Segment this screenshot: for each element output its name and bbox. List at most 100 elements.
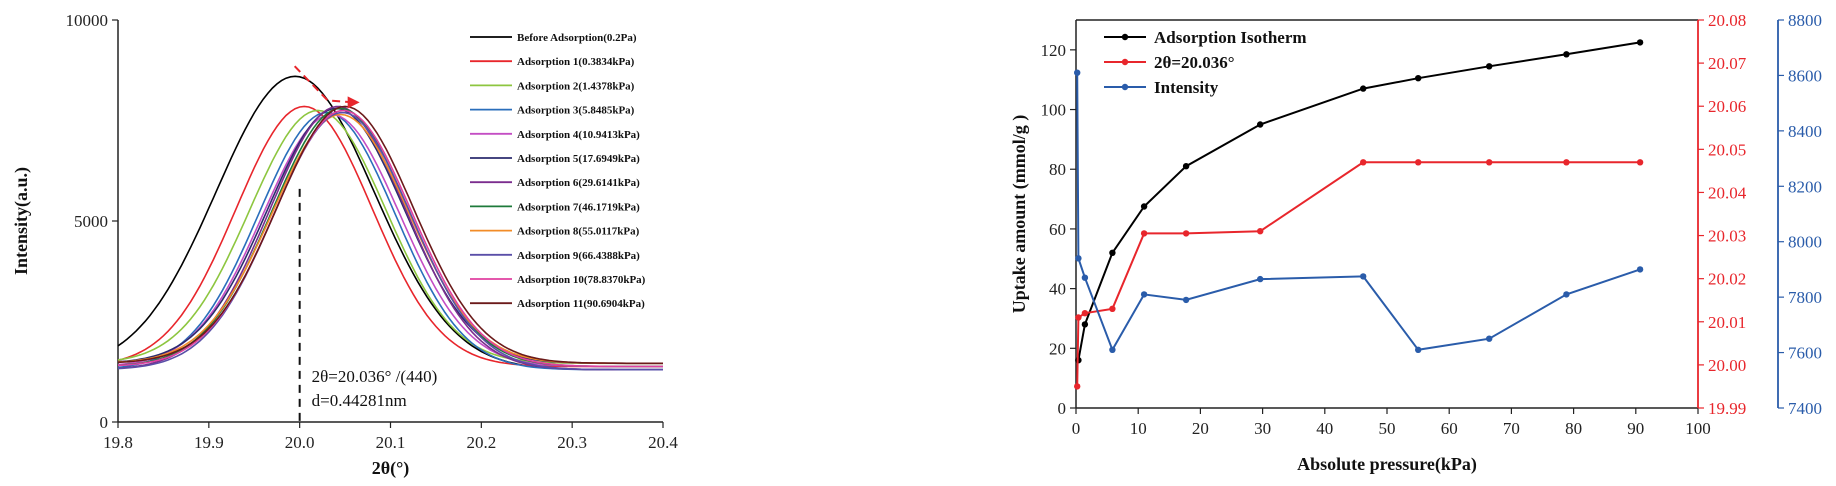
legend-label: Adsorption 10(78.8370kPa) [517, 274, 646, 286]
data-point-left [1109, 249, 1116, 256]
data-point-right1 [1140, 230, 1148, 237]
x-axis-title: Absolute pressure(kPa) [1297, 454, 1477, 475]
data-point-right2 [1257, 275, 1264, 283]
right-y-tick-label-red: 20.03 [1708, 227, 1746, 246]
data-point-left [1563, 51, 1570, 58]
data-point-right2 [1081, 274, 1089, 281]
data-point-left [1140, 203, 1148, 210]
data-point-right1 [1257, 228, 1264, 235]
x-tick-label: 20.0 [285, 433, 315, 452]
right-y-tick-label-blue: 7600 [1788, 344, 1822, 363]
x-tick-label: 20.4 [648, 433, 678, 452]
right-y-tick-label-blue: 7400 [1788, 399, 1822, 418]
legend-label: Adsorption 9(66.4388kPa) [517, 250, 640, 262]
left-y-tick-label: 100 [1041, 101, 1067, 120]
data-point-right2 [1360, 273, 1367, 280]
data-point-right1 [1415, 159, 1422, 166]
legend-label: Adsorption 5(17.6949kPa) [517, 153, 640, 165]
data-point-right1 [1486, 159, 1493, 166]
data-point-right2 [1075, 255, 1082, 262]
right-y-tick-label-red: 20.06 [1708, 97, 1746, 116]
y-tick-label: 10000 [66, 11, 109, 30]
x-tick-label: 19.8 [103, 433, 133, 452]
series-line-right1 [1076, 161, 1641, 387]
xrd-chart: 19.8 19.9 20.0 20.1 20.2 20.3 20.4 0 5000 10000 2θ… [11, 11, 678, 479]
data-point-right2 [1563, 291, 1570, 298]
x-tick-label: 50 [1379, 419, 1396, 438]
right-y-tick-label-blue: 7800 [1788, 288, 1822, 307]
x-tick-label: 20 [1192, 419, 1209, 438]
x-tick-label: 0 [1072, 419, 1081, 438]
right-y-tick-label-red: 19.99 [1708, 399, 1746, 418]
data-point-right1 [1563, 159, 1570, 166]
data-point-left [1415, 75, 1422, 82]
x-tick-label: 80 [1565, 419, 1582, 438]
data-point-right1 [1075, 314, 1082, 321]
left-y-tick-label: 60 [1049, 220, 1066, 239]
data-point-left [1257, 121, 1264, 128]
right-y-tick-label-blue: 8200 [1788, 177, 1822, 196]
legend-label: Intensity [1154, 78, 1219, 97]
data-point-right1 [1360, 159, 1367, 166]
legend-marker [1121, 83, 1129, 91]
legend-label: 2θ=20.036° [1154, 53, 1235, 72]
left-y-tick-label: 40 [1049, 280, 1066, 299]
x-axis-title: 2θ(°) [372, 458, 410, 479]
right-y-tick-label-red: 20.01 [1708, 313, 1746, 332]
x-tick-label: 40 [1316, 419, 1333, 438]
data-point-right2 [1415, 346, 1422, 353]
right-y-tick-label-red: 20.04 [1708, 183, 1747, 202]
x-tick-label: 20.2 [466, 433, 496, 452]
y-tick-label: 0 [100, 413, 109, 432]
x-tick-label: 20.3 [557, 433, 587, 452]
right-y-tick-label-blue: 8800 [1788, 11, 1822, 30]
right-y-tick-label-red: 20.00 [1708, 356, 1746, 375]
data-point-left [1182, 163, 1190, 170]
data-point-right1 [1636, 159, 1644, 166]
isotherm-chart: 0 10 20 30 40 50 60 70 80 90 100 0 20 40 60 80 100 120 19.… [1009, 11, 1822, 475]
data-point-right1 [1074, 383, 1081, 390]
left-y-tick-label: 120 [1041, 41, 1067, 60]
series-line-right2 [1076, 72, 1641, 353]
data-point-right1 [1182, 230, 1190, 237]
annotation-line-2: d=0.44281nm [312, 391, 407, 410]
data-point-right1 [1109, 305, 1116, 312]
x-tick-label: 90 [1627, 419, 1644, 438]
legend-label: Adsorption 8(55.0117kPa) [517, 226, 640, 238]
shift-arrow [293, 65, 355, 104]
data-point-right2 [1636, 266, 1644, 273]
legend-marker [1121, 33, 1129, 41]
data-point-left [1486, 63, 1493, 70]
data-point-left [1081, 321, 1089, 328]
data-point-right2 [1486, 335, 1493, 342]
series-line-7 [117, 105, 663, 371]
left-y-tick-label: 0 [1058, 399, 1067, 418]
shift-arrowhead [347, 96, 360, 109]
legend-label: Adsorption 2(1.4378kPa) [517, 80, 635, 92]
right-y-tick-label-red: 20.08 [1708, 11, 1746, 30]
x-tick-label: 20.1 [376, 433, 406, 452]
x-tick-label: 100 [1685, 419, 1711, 438]
right-y-tick-label-red: 20.07 [1708, 54, 1747, 73]
right-y-tick-label-blue: 8600 [1788, 66, 1822, 85]
series-line-12 [117, 105, 663, 365]
series-line-10 [117, 111, 663, 371]
data-point-left [1636, 39, 1644, 46]
series-line-4 [117, 111, 663, 371]
left-y-tick-label: 20 [1049, 339, 1066, 358]
legend-label: Adsorption 4(10.9413kPa) [517, 129, 640, 141]
legend-label: Adsorption 6(29.6141kPa) [517, 177, 640, 189]
y-tick-label: 5000 [74, 212, 108, 231]
y-axis-title: Intensity(a.u.) [11, 167, 32, 275]
x-tick-label: 10 [1130, 419, 1147, 438]
data-point-left [1360, 85, 1367, 92]
right-y-tick-label-blue: 8400 [1788, 122, 1822, 141]
legend-label: Adsorption 11(90.6904kPa) [517, 298, 645, 310]
x-tick-label: 30 [1254, 419, 1271, 438]
x-tick-label: 70 [1503, 419, 1520, 438]
legend-label: Before Adsorption(0.2Pa) [517, 32, 637, 44]
series-line-9 [117, 113, 663, 365]
data-point-right2 [1109, 346, 1116, 353]
legend-label: Adsorption 7(46.1719kPa) [517, 201, 640, 213]
